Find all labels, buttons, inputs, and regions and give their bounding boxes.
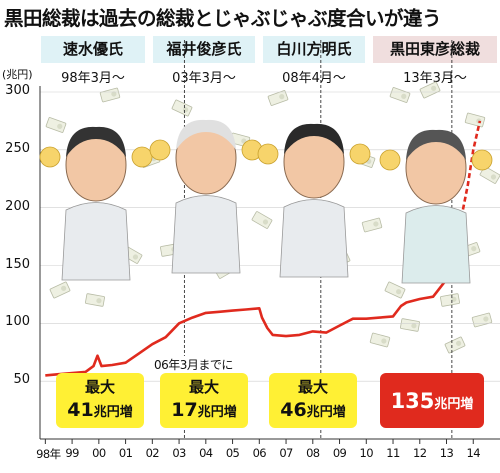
badge-kuroda-unit: 兆円増 bbox=[434, 397, 474, 412]
x-tick-label-15: 13 bbox=[439, 446, 454, 460]
badge-kuroda: 135兆円増 bbox=[380, 373, 484, 428]
money-bill-20 bbox=[384, 281, 406, 299]
badge-shirakawa-unit: 兆円増 bbox=[306, 405, 346, 420]
money-bill-19 bbox=[459, 241, 481, 259]
money-bill-6 bbox=[171, 99, 193, 117]
x-tick-label-11: 09 bbox=[332, 446, 347, 460]
money-bill-14 bbox=[251, 210, 273, 230]
money-bill-11 bbox=[267, 89, 289, 107]
x-tick-label-6: 04 bbox=[199, 446, 213, 460]
governor-header-shirakawa: 白川方明氏 bbox=[263, 36, 365, 63]
gridlines bbox=[40, 91, 500, 382]
y-tick-label-100: 100 bbox=[5, 314, 30, 330]
x-tick-label-2: 00 bbox=[92, 446, 106, 460]
money-bill-0 bbox=[45, 116, 67, 134]
money-bill-13 bbox=[329, 251, 351, 269]
governor-start-hayami: 98年3月～ bbox=[61, 71, 125, 86]
y-tick-label-250: 250 bbox=[5, 140, 30, 156]
money-bill-25 bbox=[399, 318, 421, 332]
badge-fukui-unit: 兆円増 bbox=[197, 405, 237, 420]
money-bill-1 bbox=[99, 87, 121, 103]
x-tick-label-9: 07 bbox=[279, 446, 293, 460]
money-bill-7 bbox=[159, 243, 181, 257]
money-bill-2 bbox=[121, 245, 143, 265]
money-bills-decoration bbox=[45, 81, 500, 354]
money-bill-10 bbox=[201, 196, 223, 214]
money-bill-24 bbox=[444, 336, 466, 354]
y-tick-label-200: 200 bbox=[5, 198, 30, 214]
money-bill-18 bbox=[464, 112, 486, 128]
chart-axes bbox=[39, 86, 500, 440]
x-tick-label-8: 06 bbox=[252, 446, 267, 460]
page-title: 黒田総裁は過去の総裁とじゃぶじゃぶ度合いが違う bbox=[4, 7, 442, 30]
money-bill-12 bbox=[289, 242, 311, 258]
governor-start-kuroda: 13年3月～ bbox=[403, 71, 467, 86]
badge-hayami-value: 41 bbox=[67, 399, 94, 421]
x-tick-label-5: 03 bbox=[172, 446, 186, 460]
x-tick-marks bbox=[44, 439, 474, 444]
x-tick-label-13: 11 bbox=[386, 446, 400, 460]
money-bill-8 bbox=[229, 132, 251, 148]
governor-start-shirakawa: 08年4月～ bbox=[282, 71, 346, 86]
badge-fukui-value: 17 bbox=[171, 399, 198, 421]
money-bill-5 bbox=[139, 151, 161, 169]
y-tick-label-50: 50 bbox=[13, 372, 30, 388]
x-tick-label-4: 02 bbox=[145, 446, 160, 460]
x-tick-label-3: 01 bbox=[118, 446, 133, 460]
money-bill-22 bbox=[479, 165, 500, 185]
money-bill-9 bbox=[214, 260, 236, 280]
x-tick-label-1: 99 bbox=[65, 446, 79, 460]
governor-header-fukui: 福井俊彦氏 bbox=[153, 36, 255, 63]
badge-fukui-label: 最大 bbox=[188, 378, 219, 396]
money-bill-16 bbox=[389, 86, 411, 104]
x-tick-label-16: 14 bbox=[466, 446, 481, 460]
badge-shirakawa: 最大 46兆円増 bbox=[269, 373, 357, 428]
badge-kuroda-value: 135 bbox=[390, 389, 435, 413]
money-bill-26 bbox=[471, 312, 493, 328]
x-tick-label-0: 98年 bbox=[36, 447, 61, 461]
annotation-note: 06年3月までに bbox=[154, 356, 233, 373]
y-tick-label-300: 300 bbox=[5, 83, 30, 98]
series-line-actual bbox=[45, 278, 448, 377]
x-tick-label-7: 05 bbox=[225, 446, 240, 460]
money-bill-23 bbox=[369, 332, 391, 348]
badge-hayami-label: 最大 bbox=[84, 378, 115, 396]
x-tick-label-10: 08 bbox=[306, 446, 320, 460]
series-layer bbox=[45, 120, 482, 377]
y-tick-label-150: 150 bbox=[5, 256, 30, 272]
governor-header-hayami: 速水優氏 bbox=[41, 36, 145, 63]
money-bill-3 bbox=[49, 281, 71, 299]
badge-shirakawa-value: 46 bbox=[280, 399, 307, 421]
money-bill-17 bbox=[419, 81, 441, 99]
money-bill-27 bbox=[354, 151, 376, 169]
badge-shirakawa-label: 最大 bbox=[297, 378, 328, 396]
money-bill-21 bbox=[439, 293, 461, 307]
badge-hayami-unit: 兆円増 bbox=[93, 405, 133, 420]
x-tick-label-14: 12 bbox=[413, 446, 427, 460]
badge-hayami: 最大 41兆円増 bbox=[56, 373, 144, 428]
money-bill-15 bbox=[361, 217, 383, 233]
governor-start-fukui: 03年3月～ bbox=[172, 71, 236, 86]
money-bill-4 bbox=[84, 293, 106, 307]
badge-fukui: 最大 17兆円増 bbox=[160, 373, 248, 428]
y-axis-unit: (兆円) bbox=[2, 68, 33, 81]
x-tick-label-12: 10 bbox=[359, 446, 374, 460]
governor-header-kuroda: 黒田東彦総裁 bbox=[373, 36, 497, 63]
